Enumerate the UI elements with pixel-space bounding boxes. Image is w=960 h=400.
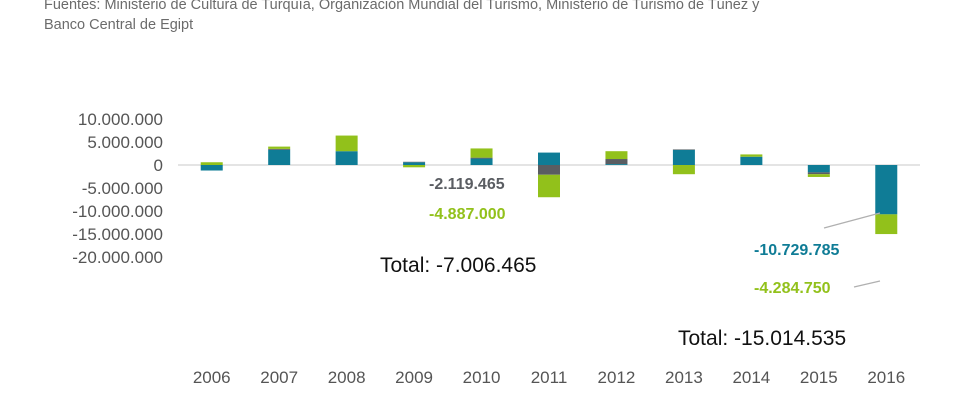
x-axis: 2006 2007 2008 2009 2010 2011 2012 2013 2014 2015… [193,368,905,387]
bar-segment-green-2016 [875,214,898,235]
x-tick-label: 2015 [800,368,838,387]
y-tick-label: -15.000.000 [72,225,163,244]
y-tick-label: 0 [154,156,163,175]
bar-segment-gray-2010 [470,157,493,159]
x-tick-label: 2012 [598,368,636,387]
x-tick-label: 2006 [193,368,231,387]
bar-segment-teal-2013 [672,149,695,165]
y-tick-label: 5.000.000 [87,133,163,152]
bar-segment-teal-2016 [875,165,898,215]
bar-segment-teal-2009 [403,162,426,165]
annotations: -2.119.465 -4.887.000 Total: -7.006.465 … [380,176,881,350]
annotation-green-2016: -4.284.750 [754,280,831,297]
bar-segment-teal-2006 [200,165,223,171]
x-tick-label: 2008 [328,368,366,387]
y-tick-label: -20.000.000 [72,248,163,267]
bar-segment-green-2011 [538,174,560,198]
bar-segment-gray-2012 [605,159,628,165]
bar-segment-teal-2011 [538,152,560,165]
bar-segment-gray-2009 [403,161,426,163]
bar-segment-gray-2011 [538,165,560,175]
bar-segment-green-2014 [740,154,763,157]
bar-segment-green-2010 [470,148,493,158]
bar-segment-teal-2014 [740,156,763,165]
x-tick-label: 2009 [395,368,433,387]
y-tick-label: -5.000.000 [82,179,163,198]
bar-segment-green-2006 [200,162,223,165]
y-tick-label: -10.000.000 [72,202,163,221]
x-tick-label: 2010 [463,368,501,387]
x-tick-label: 2011 [531,368,568,387]
annotation-teal-2016: -10.729.785 [754,242,840,259]
bar-segment-green-2009 [403,165,426,168]
bar-segment-gray-2013 [672,149,695,150]
leader-line-green [853,280,881,288]
x-tick-label: 2016 [867,368,905,387]
bar-segment-teal-2007 [268,149,291,165]
bar-segment-teal-2012 [605,164,628,165]
bar-segment-green-2007 [268,146,291,149]
x-tick-label: 2007 [260,368,298,387]
bar-segment-gray-2007 [268,148,291,150]
annotation-gray-2011: -2.119.465 [429,176,505,193]
x-tick-label: 2014 [732,368,770,387]
source-note: Fuentes: Ministerio de Cultura de Turquí… [44,0,760,33]
bars [200,135,898,235]
bar-segment-green-2008 [335,135,358,152]
annotation-green-2011: -4.887.000 [429,206,506,223]
bar-segment-teal-2008 [335,151,358,165]
bar-segment-teal-2010 [470,158,493,165]
y-axis: 10.000.000 5.000.000 0 -5.000.000 -10.000.00… [72,110,163,267]
total-2011: Total: -7.006.465 [380,254,536,277]
y-tick-label: 10.000.000 [78,110,163,129]
bar-segment-teal-2015 [807,165,830,173]
bar-segment-gray-2015 [807,172,830,175]
x-tick-label: 2013 [665,368,703,387]
total-2016: Total: -15.014.535 [678,327,846,350]
leader-line-teal [823,212,881,229]
bar-segment-green-2013 [672,165,695,175]
bar-segment-green-2015 [807,174,830,177]
bar-segment-green-2012 [605,151,628,160]
